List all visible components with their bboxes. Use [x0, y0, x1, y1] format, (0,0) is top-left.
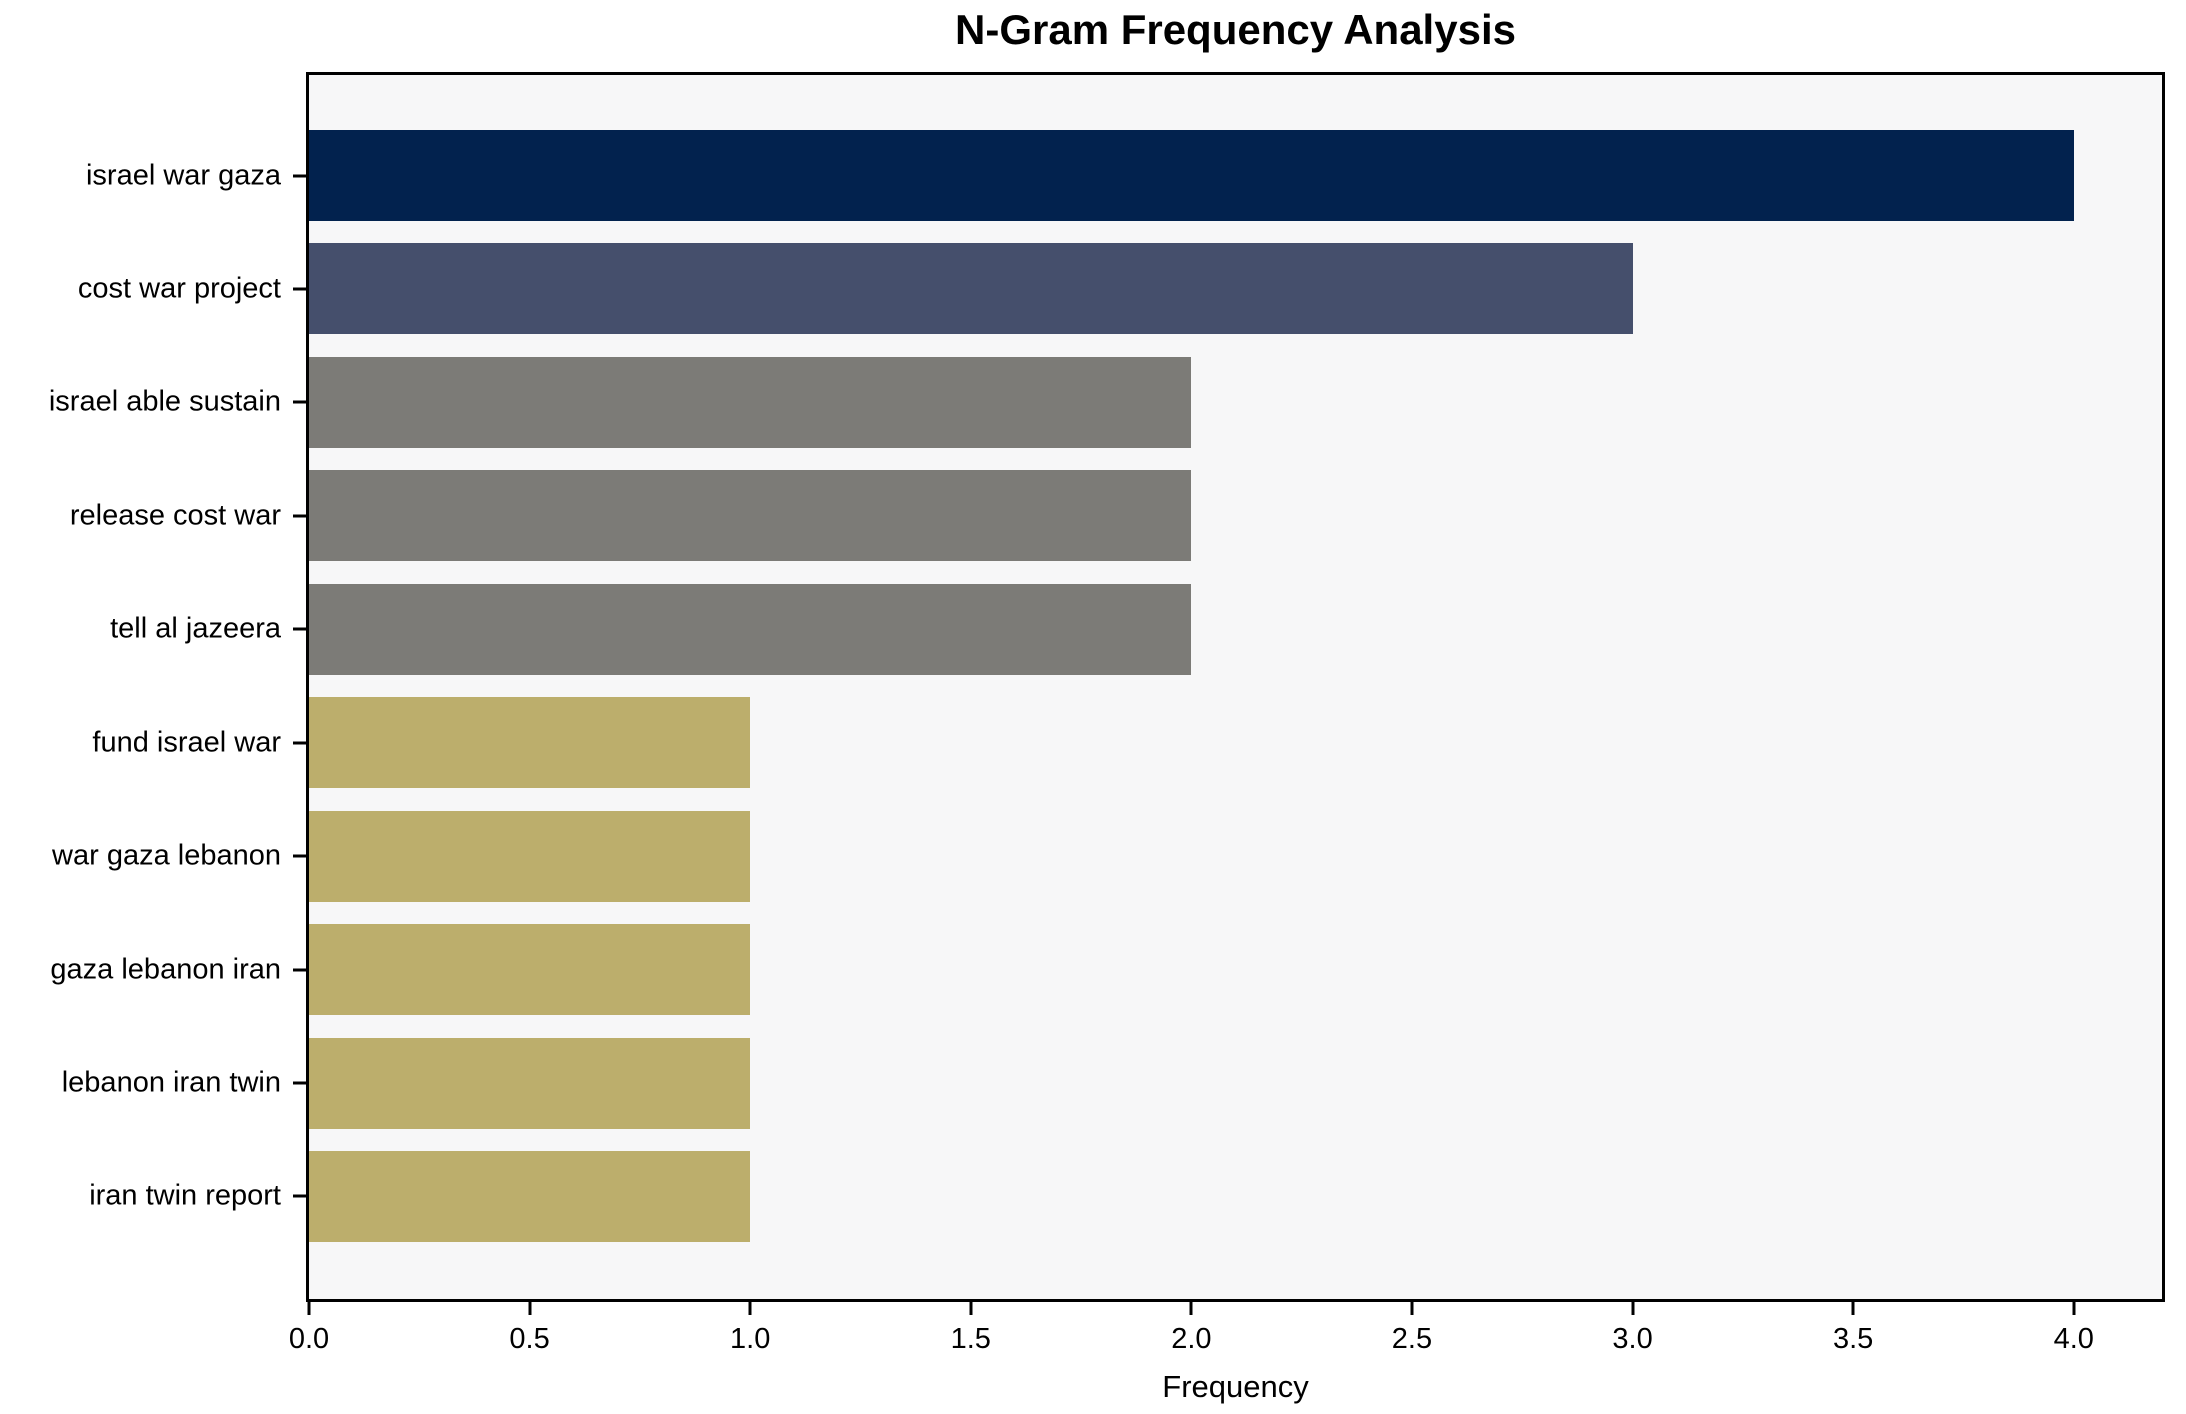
bar [309, 1150, 751, 1242]
category-label: fund israel war [92, 726, 281, 759]
x-tick-mark [748, 1302, 752, 1315]
category-label: gaza lebanon iran [50, 953, 281, 986]
category-label: cost war project [77, 272, 281, 305]
y-tick-mark [293, 287, 306, 291]
bar-row: iran twin report [89, 1150, 2162, 1242]
y-tick-mark [293, 1194, 306, 1198]
category-label: release cost war [69, 499, 281, 532]
y-tick-mark [293, 400, 306, 404]
bar-row: tell al jazeera [110, 583, 2162, 675]
bar-row: fund israel war [92, 697, 2162, 789]
bar [309, 356, 1192, 448]
bar [309, 924, 751, 1016]
y-tick-mark [293, 854, 306, 858]
bars-container: israel war gaza cost war project israel ab… [49, 75, 2162, 1299]
x-tick-label: 3.0 [1612, 1323, 1653, 1355]
x-tick-mark [528, 1302, 532, 1315]
x-tick-label: 3.5 [1832, 1323, 1874, 1355]
plot-area: israel war gaza cost war project israel ab… [49, 72, 2165, 1404]
y-tick-mark [293, 514, 306, 518]
x-tick-label: 2.0 [1171, 1323, 1212, 1355]
category-label: tell al jazeera [110, 612, 281, 645]
x-tick-mark [1631, 1302, 1635, 1315]
x-tick-mark [307, 1302, 311, 1315]
chart-title: N-Gram Frequency Analysis [955, 6, 1516, 53]
bar [309, 810, 751, 902]
category-label: israel able sustain [48, 385, 281, 418]
x-tick-mark [969, 1302, 973, 1315]
x-tick-label: 0.5 [509, 1323, 550, 1355]
y-tick-mark [293, 1081, 306, 1085]
bar [309, 697, 751, 789]
bar [309, 470, 1192, 562]
category-label: israel war gaza [85, 159, 281, 191]
category-label: war gaza lebanon [52, 839, 281, 872]
bar [309, 243, 1633, 335]
x-tick-label: 1.5 [950, 1323, 991, 1355]
x-tick-label: 0.0 [288, 1323, 330, 1355]
category-label: iran twin report [89, 1179, 281, 1212]
y-tick-mark [293, 968, 306, 972]
bar-row: war gaza lebanon [52, 810, 2162, 902]
y-tick-mark [293, 174, 306, 177]
x-axis-label: Frequency [1162, 1369, 1309, 1404]
bar [309, 1037, 751, 1129]
y-tick-mark [293, 627, 306, 631]
x-tick-mark [1189, 1302, 1193, 1315]
bar [309, 130, 2074, 221]
bar [309, 583, 1192, 675]
x-tick-label: 2.5 [1391, 1323, 1433, 1355]
bar-row: gaza lebanon iran [50, 924, 2162, 1016]
y-tick-mark [293, 741, 306, 745]
x-tick-label: 1.0 [730, 1323, 771, 1355]
bar-row: release cost war [70, 470, 2162, 562]
x-tick-mark [1410, 1302, 1414, 1315]
x-tick-mark [2072, 1302, 2076, 1315]
bar-row: cost war project [78, 243, 2162, 335]
x-tick-label: 4.0 [2053, 1323, 2094, 1355]
category-label: lebanon iran twin [61, 1066, 281, 1099]
x-tick-mark [1851, 1302, 1855, 1315]
bar-row: lebanon iran twin [62, 1037, 2162, 1129]
bar-row: israel war gaza [86, 130, 2162, 221]
bar-row: israel able sustain [49, 356, 2162, 448]
